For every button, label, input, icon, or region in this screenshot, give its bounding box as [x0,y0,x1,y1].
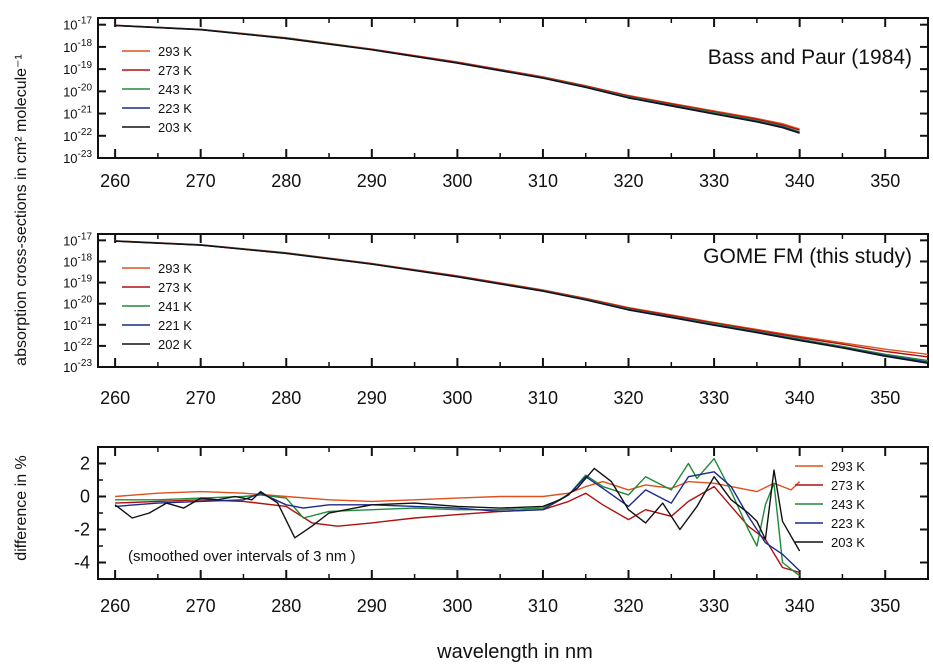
y-tick-label: 10-22 [63,127,92,144]
panel-gome-fm: 260 270 280 290 300 310 320 330 340 350 10-17 10-18… [63,231,929,408]
y-tick-label: 10-23 [63,358,92,375]
x-tick-label: 340 [785,388,815,408]
x-tick-label: 310 [528,388,558,408]
x-tick-label: 300 [442,171,472,191]
x-tick-label: 260 [100,388,130,408]
x-tick-label: 270 [186,596,216,616]
y-tick-label: 10-22 [63,337,92,354]
x-tick-label: 260 [100,171,130,191]
y-tick-label: 10-20 [63,295,92,312]
y-tick-label: 10-17 [63,16,92,33]
x-tick-label: 270 [186,388,216,408]
y-axis-title-difference: difference in % [13,455,30,561]
annotation: (smoothed over intervals of 3 nm ) [128,548,356,565]
x-tick-label: 280 [271,388,301,408]
y-axis-title-absorption: absorption cross-sections in cm² molecul… [13,54,30,366]
panel-title: GOME FM (this study) [703,245,912,268]
x-tick-label: 260 [100,596,130,616]
x-tick-label: 300 [442,388,472,408]
x-tick-label: 300 [442,596,472,616]
y-tick-label: -4 [74,553,90,573]
panel-bass-paur: 260 270 280 290 300 310 320 330 340 350 10-17 10-18… [63,16,929,191]
y-tick-label: 10-20 [63,82,92,99]
legend-label: 273 K [158,280,192,295]
x-tick-label: 290 [357,596,387,616]
plot-frame [97,233,929,368]
y-tick-label: 10-19 [63,60,92,77]
series-line [115,24,800,134]
y-tick-label: 0 [80,487,90,507]
x-tick-label: 330 [699,171,729,191]
x-tick-label: 350 [870,171,900,191]
legend-label: 243 K [831,497,865,512]
y-tick-label: -2 [74,520,90,540]
x-tick-label: 310 [528,171,558,191]
y-tick-label: 2 [80,454,90,474]
x-tick-label: 340 [785,171,815,191]
y-tick-label: 10-18 [63,38,92,55]
panel-difference: 260 270 280 290 300 310 320 330 340 350 2 0 -2 -4 293 … [74,446,929,616]
legend-label: 273 K [158,63,192,78]
y-tick-label: 10-17 [63,231,92,248]
series-line [114,467,801,552]
x-tick-label: 330 [699,596,729,616]
x-tick-label: 280 [271,596,301,616]
panel-title: Bass and Paur (1984) [708,46,912,69]
plot-frame [97,17,929,159]
legend-label: 293 K [158,261,192,276]
legend-label: 273 K [831,478,865,493]
x-tick-label: 320 [613,596,643,616]
legend-label: 241 K [158,299,192,314]
legend-label: 221 K [158,318,192,333]
legend-label: 223 K [831,516,865,531]
series-line [115,480,801,503]
series-line [115,24,800,130]
x-tick-label: 350 [870,388,900,408]
legend-label: 243 K [158,82,192,97]
x-tick-label: 290 [357,388,387,408]
series-line [115,24,800,131]
x-tick-label: 310 [528,596,558,616]
y-tick-label: 10-21 [63,316,92,333]
y-tick-label: 10-23 [63,149,92,166]
legend-label: 202 K [158,337,192,352]
x-tick-label: 340 [785,596,815,616]
series-line [115,457,801,577]
y-tick-label: 10-21 [63,105,92,122]
x-tick-label: 320 [613,388,643,408]
legend-label: 203 K [831,535,865,550]
x-tick-label: 320 [613,171,643,191]
series-line [115,485,800,574]
series-line [115,24,800,133]
series-line [115,24,800,134]
x-axis-title: wavelength in nm [436,641,593,663]
x-tick-label: 350 [870,596,900,616]
series-line [115,240,929,364]
y-tick-label: 10-18 [63,252,92,269]
legend-label: 203 K [158,120,192,135]
x-tick-label: 330 [699,388,729,408]
legend-label: 293 K [831,459,865,474]
legend-label: 223 K [158,101,192,116]
x-tick-label: 290 [357,171,387,191]
x-tick-label: 270 [186,171,216,191]
x-tick-label: 280 [271,171,301,191]
y-tick-label: 10-19 [63,274,92,291]
legend-label: 293 K [158,44,192,59]
